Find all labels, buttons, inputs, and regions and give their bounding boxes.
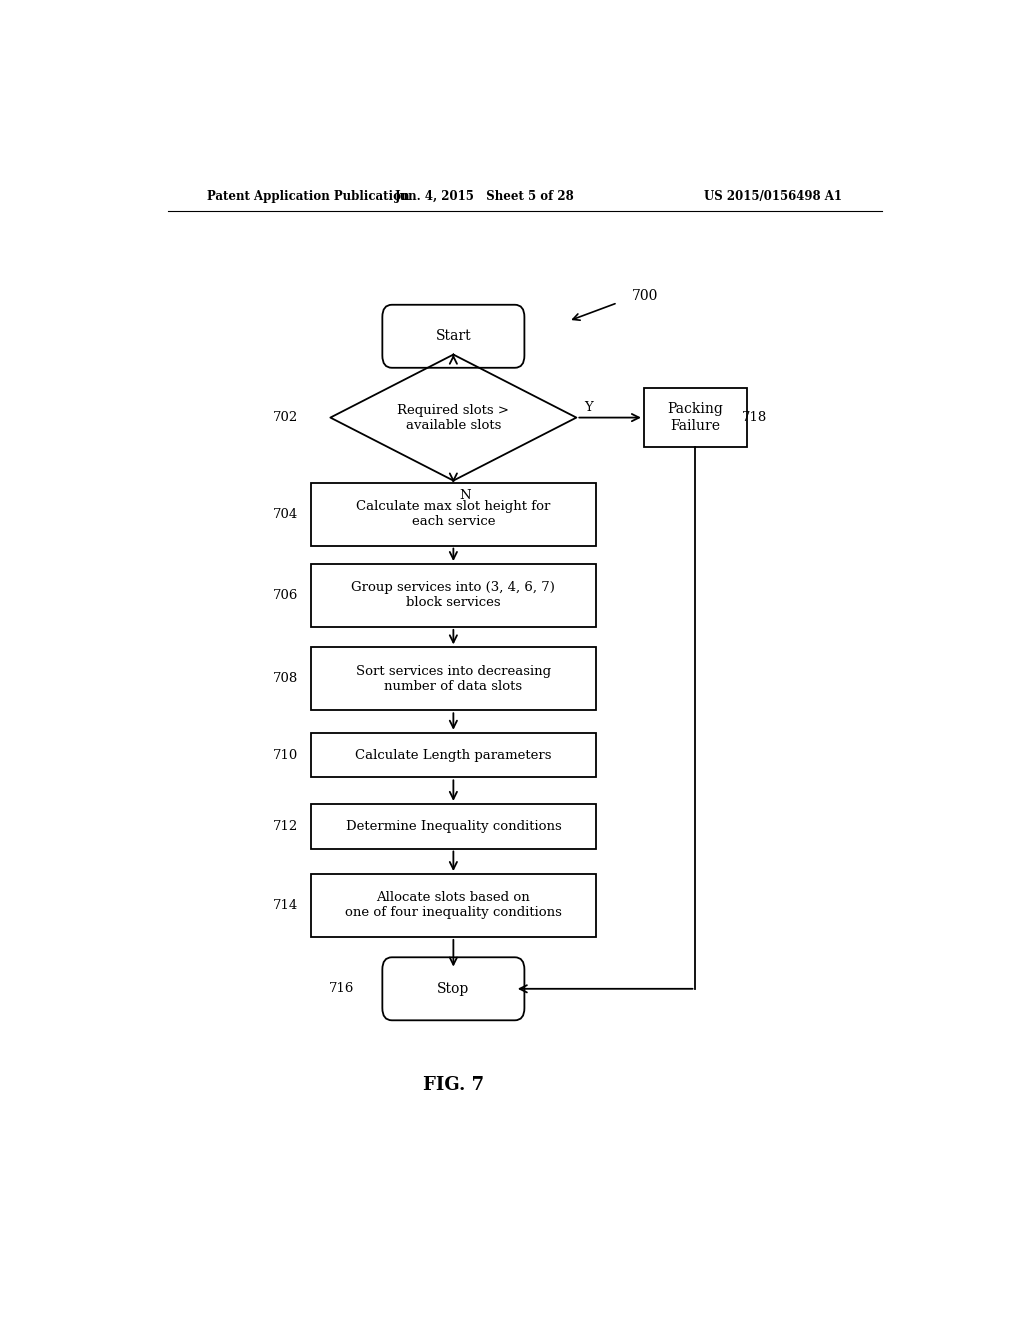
Text: 718: 718 — [741, 411, 767, 424]
FancyBboxPatch shape — [382, 305, 524, 368]
Text: Start: Start — [435, 329, 471, 343]
Text: Group services into (3, 4, 6, 7)
block services: Group services into (3, 4, 6, 7) block s… — [351, 581, 555, 610]
FancyBboxPatch shape — [382, 957, 524, 1020]
Text: 700: 700 — [632, 289, 658, 302]
Text: Determine Inequality conditions: Determine Inequality conditions — [345, 820, 561, 833]
Text: Jun. 4, 2015   Sheet 5 of 28: Jun. 4, 2015 Sheet 5 of 28 — [395, 190, 575, 202]
Text: 706: 706 — [273, 589, 299, 602]
Text: 714: 714 — [273, 899, 299, 912]
FancyBboxPatch shape — [644, 388, 746, 447]
Text: 710: 710 — [273, 748, 299, 762]
Text: 712: 712 — [273, 820, 299, 833]
Text: 702: 702 — [273, 411, 299, 424]
Text: Packing
Failure: Packing Failure — [668, 403, 723, 433]
Text: Patent Application Publication: Patent Application Publication — [207, 190, 410, 202]
FancyBboxPatch shape — [310, 564, 596, 627]
Text: Allocate slots based on
one of four inequality conditions: Allocate slots based on one of four ineq… — [345, 891, 562, 920]
Text: Required slots >
available slots: Required slots > available slots — [397, 404, 509, 432]
FancyBboxPatch shape — [310, 647, 596, 710]
Text: Calculate max slot height for
each service: Calculate max slot height for each servi… — [356, 500, 551, 528]
Text: Y: Y — [585, 401, 593, 414]
Text: N: N — [460, 488, 471, 502]
Polygon shape — [331, 355, 577, 480]
FancyBboxPatch shape — [310, 733, 596, 777]
Text: FIG. 7: FIG. 7 — [423, 1076, 484, 1094]
Text: Calculate Length parameters: Calculate Length parameters — [355, 748, 552, 762]
Text: Sort services into decreasing
number of data slots: Sort services into decreasing number of … — [355, 665, 551, 693]
Text: 704: 704 — [273, 508, 299, 520]
Text: 716: 716 — [329, 982, 354, 995]
Text: 708: 708 — [273, 672, 299, 685]
Text: US 2015/0156498 A1: US 2015/0156498 A1 — [705, 190, 842, 202]
Text: Stop: Stop — [437, 982, 469, 995]
FancyBboxPatch shape — [310, 804, 596, 849]
FancyBboxPatch shape — [310, 483, 596, 545]
FancyBboxPatch shape — [310, 874, 596, 937]
